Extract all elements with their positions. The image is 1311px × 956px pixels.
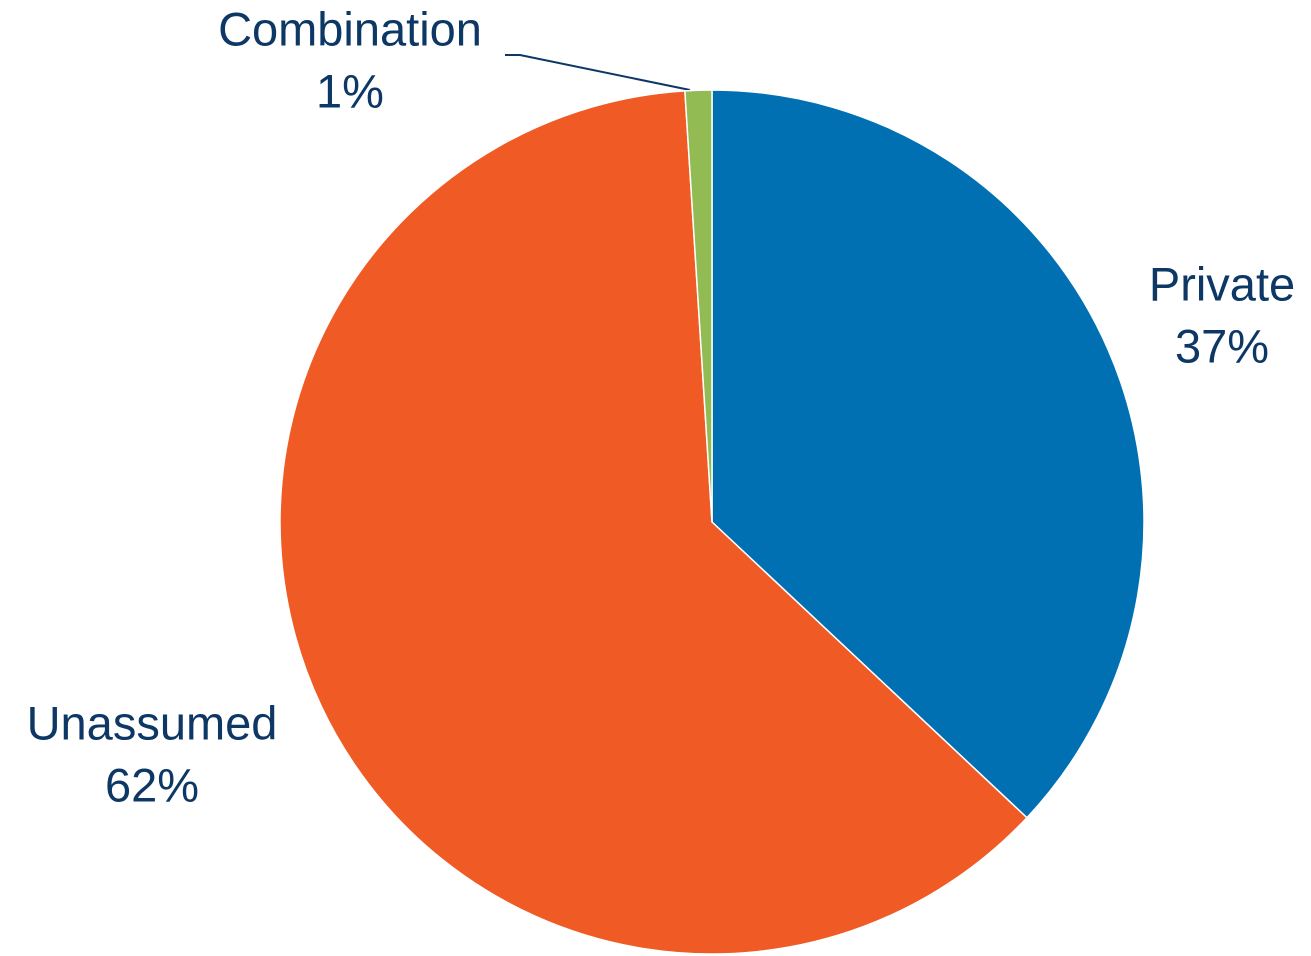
slice-value-label: 1% [316, 64, 384, 117]
pie-slice [684, 89, 713, 523]
leader-line [505, 54, 691, 91]
slice-label: Unassumed [27, 696, 278, 749]
pie-slice [711, 89, 1145, 819]
slice-value-label: 37% [1175, 319, 1269, 372]
slice-value-label: 62% [105, 758, 199, 811]
slice-label: Combination [218, 2, 482, 55]
slice-label: Private [1149, 257, 1295, 310]
pie-slice [279, 90, 1028, 955]
